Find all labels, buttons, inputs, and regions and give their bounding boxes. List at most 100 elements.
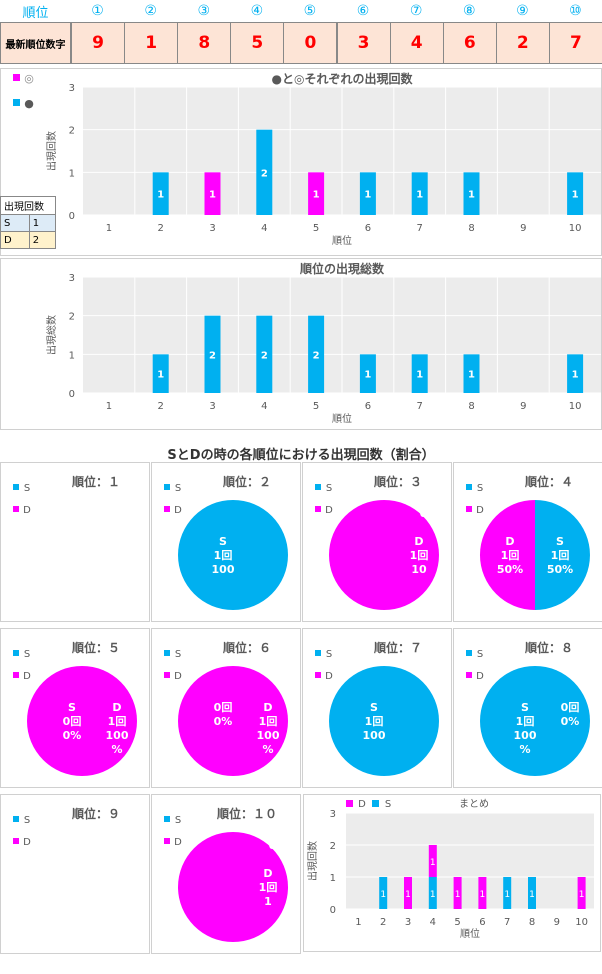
x-tick-label: 9 — [554, 917, 560, 928]
pie-panel: 順位：４ S D D 1回 50% S 1回 50% — [453, 462, 602, 622]
bar-data-label: 2 — [209, 350, 216, 361]
x-tick-label: 2 — [158, 401, 164, 412]
latest-digit: 6 — [442, 22, 497, 64]
chart-title: 順位の出現総数 — [299, 261, 385, 276]
pie-data-label: 100 — [514, 729, 537, 742]
count-table-title: 出現回数 — [0, 196, 56, 215]
bar — [411, 172, 428, 215]
pie-data-label: D — [263, 701, 272, 714]
bar-data-label: 1 — [430, 890, 436, 900]
pie-title: 順位：４ — [524, 474, 573, 489]
x-axis-title: 順位 — [460, 927, 480, 940]
x-tick-label: 9 — [520, 223, 526, 234]
pie-data-label: 1回 — [551, 548, 570, 562]
pie-slice — [329, 666, 439, 776]
pie-data-label: 100 — [363, 729, 386, 742]
rank-number: ⑦ — [409, 3, 423, 19]
bar-data-label: 1 — [157, 190, 164, 201]
pie-slice — [480, 666, 590, 776]
y-tick-label: 2 — [69, 126, 75, 137]
y-tick-label: 1 — [69, 168, 75, 179]
rank-number: ④ — [250, 3, 264, 19]
pie-panel: 順位：８ S D S 1回 100% 0回 0% — [453, 628, 602, 788]
rank-number: ② — [144, 3, 157, 19]
x-tick-label: 5 — [313, 401, 319, 412]
bar-data-label: 1 — [529, 890, 535, 900]
pie-data-label: 0% — [63, 729, 82, 742]
legend-label: D — [358, 799, 366, 810]
pie-title: 順位：３ — [373, 474, 422, 489]
pie-slice — [479, 500, 535, 610]
svg-text:S: S — [24, 815, 30, 826]
latest-digit: 9 — [71, 22, 126, 64]
y-tick-label: 0 — [330, 905, 336, 916]
x-tick-label: 1 — [355, 917, 361, 928]
svg-text:D: D — [23, 837, 31, 848]
x-tick-label: 2 — [158, 223, 164, 234]
pie-panel: 順位：２ S D S 1回 100 0 — [151, 462, 301, 622]
y-tick-label: 2 — [69, 312, 75, 323]
bar — [256, 129, 273, 215]
pie-section-title: SとDの時の各順位における出現回数（割合） — [167, 448, 435, 463]
bar — [453, 877, 462, 909]
bar-data-label: 1 — [468, 190, 475, 201]
legend-label: S — [385, 799, 391, 810]
pie-panel: 順位：６ S D D 1回 100% 0回 0% — [151, 628, 301, 788]
pie-data-label: S — [370, 701, 378, 714]
bar-data-label: 1 — [364, 370, 371, 381]
x-tick-label: 7 — [417, 401, 423, 412]
pie-data-label: D — [505, 535, 514, 548]
bar — [428, 845, 437, 877]
bar — [204, 172, 221, 215]
x-tick-label: 6 — [365, 223, 371, 234]
y-tick-label: 2 — [330, 841, 336, 852]
latest-digit: 0 — [283, 22, 338, 64]
x-tick-label: 5 — [313, 223, 319, 234]
rank-number: ⑤ — [303, 3, 317, 19]
pie-slice — [27, 666, 137, 776]
x-tick-label: 2 — [380, 917, 386, 928]
pie-data-label: % — [519, 743, 530, 756]
latest-digit: 1 — [124, 22, 179, 64]
y-tick-label: 0 — [69, 389, 75, 400]
pie-data-label: S — [521, 701, 529, 714]
pie-data-label: 50% — [547, 563, 573, 576]
x-tick-label: 1 — [106, 401, 112, 412]
svg-text:S: S — [175, 815, 181, 826]
pie-data-label: 0回 — [561, 700, 580, 714]
pie-data-label: 1回 — [410, 548, 429, 562]
pie-title: 順位：１０ — [216, 806, 277, 821]
svg-text:D: D — [23, 505, 31, 516]
rank-number: ⑨ — [516, 3, 529, 19]
x-tick-label: 3 — [209, 223, 215, 234]
count-table-s-value: 1 — [28, 214, 57, 232]
bar-data-label: 1 — [416, 370, 423, 381]
pie-data-label: 1 — [264, 895, 272, 908]
bar — [204, 315, 221, 393]
pie-panel: 順位：１０ S D D 1回 1 0% — [151, 794, 301, 954]
latest-digit: 8 — [177, 22, 232, 64]
summary-panel: 0 1 2 3 1 2 3 4 5 6 7 8 9 10 1 1 1 1 1 1 1 1 1 順位 出現回数 D S まとめ — [303, 794, 601, 952]
svg-text:S: S — [175, 483, 181, 494]
bar — [359, 172, 376, 215]
rank-number: ⑧ — [462, 3, 476, 19]
pie-chart: 順位：９ SD — [13, 806, 120, 848]
latest-digit: 4 — [389, 22, 444, 64]
svg-text:D: D — [476, 671, 484, 682]
bar-data-label: 1 — [572, 370, 579, 381]
bar-data-label: 1 — [572, 190, 579, 201]
pie-panel: 順位：７ S D S 1回 100 0 — [302, 628, 452, 788]
x-axis-title: 順位 — [332, 412, 352, 425]
pie-data-label: % — [262, 743, 273, 756]
pie-grid: 順位：１ S D 順位：２ S D S 1回 100 0 順位：３ S D D 1回 10 0% 順位：４ S D D 1… — [0, 462, 602, 962]
x-tick-label: 7 — [417, 223, 423, 234]
pie-data-label: 0% — [214, 715, 233, 728]
svg-text:D: D — [325, 671, 333, 682]
count-table-d-label: D — [0, 231, 30, 249]
pie-panel: 順位：５ S D D 1回 100% S 0回 0% — [0, 628, 150, 788]
x-tick-label: 6 — [479, 917, 485, 928]
x-axis-title: 順位 — [332, 234, 352, 247]
